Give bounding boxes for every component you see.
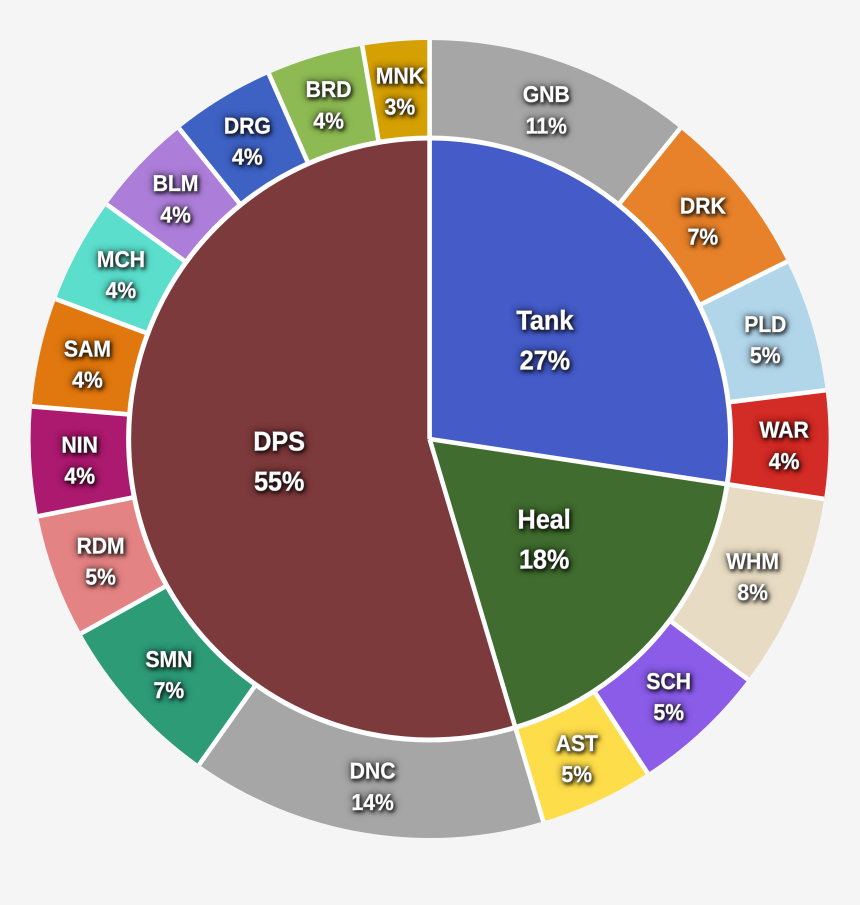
svg-text:DPS: DPS [253, 427, 305, 457]
svg-text:4%: 4% [769, 448, 800, 474]
svg-text:14%: 14% [351, 789, 393, 815]
svg-text:WAR: WAR [759, 417, 808, 443]
svg-text:NIN: NIN [62, 432, 98, 458]
svg-text:PLD: PLD [744, 311, 786, 337]
svg-text:SCH: SCH [646, 668, 691, 694]
svg-text:5%: 5% [562, 761, 593, 787]
svg-text:5%: 5% [85, 564, 116, 590]
svg-text:4%: 4% [72, 367, 103, 393]
svg-text:DNC: DNC [350, 758, 396, 784]
svg-text:MNK: MNK [376, 63, 425, 89]
svg-text:4%: 4% [106, 277, 137, 303]
svg-text:SAM: SAM [64, 335, 111, 361]
svg-text:DRK: DRK [680, 192, 726, 218]
svg-text:WHM: WHM [726, 548, 779, 574]
svg-text:BLM: BLM [153, 170, 199, 196]
svg-text:7%: 7% [154, 677, 185, 703]
svg-text:4%: 4% [64, 463, 95, 489]
svg-text:AST: AST [556, 730, 598, 756]
svg-text:7%: 7% [688, 224, 719, 250]
svg-text:Heal: Heal [518, 504, 571, 534]
svg-text:DRG: DRG [224, 112, 271, 138]
svg-text:MCH: MCH [97, 246, 145, 272]
svg-text:3%: 3% [385, 94, 416, 120]
svg-text:18%: 18% [519, 545, 569, 575]
svg-text:4%: 4% [313, 107, 344, 133]
svg-text:5%: 5% [750, 342, 781, 368]
svg-text:RDM: RDM [77, 533, 125, 559]
svg-text:5%: 5% [653, 699, 684, 725]
svg-text:Tank: Tank [517, 306, 575, 336]
svg-text:55%: 55% [254, 467, 304, 497]
svg-text:GNB: GNB [523, 81, 570, 107]
svg-text:11%: 11% [526, 112, 567, 138]
svg-text:4%: 4% [232, 144, 263, 170]
svg-text:BRD: BRD [306, 76, 352, 102]
svg-text:8%: 8% [737, 579, 768, 605]
svg-text:27%: 27% [520, 346, 570, 376]
svg-text:SMN: SMN [145, 646, 192, 672]
svg-text:4%: 4% [160, 201, 191, 227]
